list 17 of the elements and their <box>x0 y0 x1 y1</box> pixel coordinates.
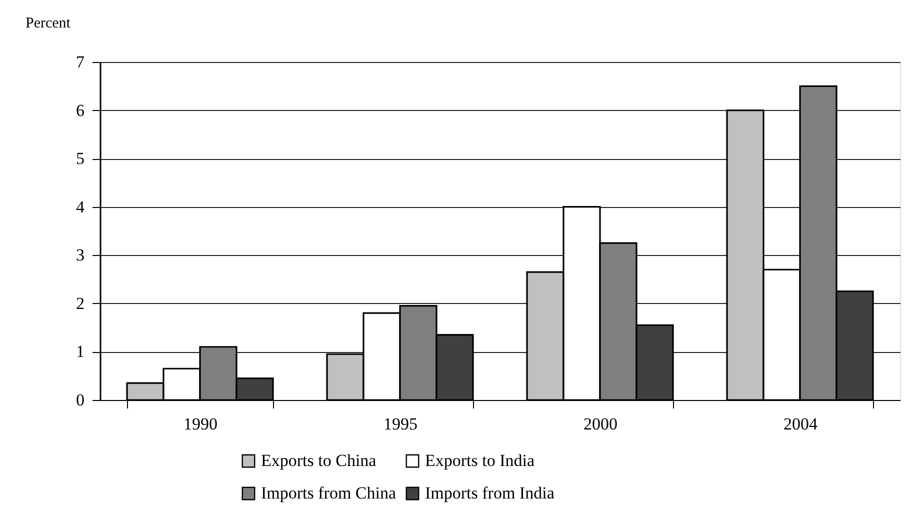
y-tick-label: 6 <box>76 100 84 120</box>
legend-label: Exports to China <box>261 450 377 470</box>
y-tick-label: 5 <box>76 149 84 168</box>
y-axis-title: Percent <box>26 16 72 32</box>
y-tick-label: 7 <box>76 52 85 72</box>
x-tick-label: 1990 <box>184 414 218 434</box>
x-tick-label: 2000 <box>584 414 618 434</box>
y-tick-label: 0 <box>76 390 84 410</box>
legend-label: Imports from China <box>261 484 396 502</box>
x-tick-label: 2004 <box>784 414 818 434</box>
y-tick-label: 1 <box>76 342 84 362</box>
y-tick-label: 4 <box>76 197 85 216</box>
legend-label: Imports from India <box>425 484 555 502</box>
y-tick-label: 2 <box>76 294 84 313</box>
legend-label: Exports to India <box>425 450 535 470</box>
x-tick-label: 1995 <box>384 414 418 434</box>
y-tick-label: 3 <box>76 246 84 265</box>
